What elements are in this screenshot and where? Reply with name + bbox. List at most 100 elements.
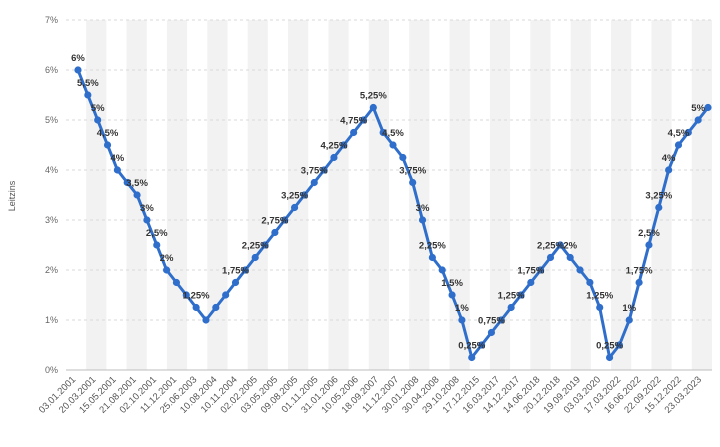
data-point	[231, 278, 240, 287]
data-point	[625, 316, 633, 324]
data-label: 2,5%	[638, 228, 660, 239]
y-tick-label: 1%	[45, 315, 58, 325]
background-band	[328, 20, 349, 370]
background-band	[288, 20, 309, 370]
background-band	[247, 20, 268, 370]
data-label: 1,5%	[441, 278, 463, 289]
data-label: 2,25%	[537, 241, 564, 252]
data-label: 3,75%	[301, 166, 328, 177]
data-label: 4,5%	[668, 128, 690, 139]
background-band	[449, 20, 470, 370]
background-band	[409, 20, 430, 370]
data-point	[497, 316, 505, 324]
grid-lines	[66, 19, 712, 371]
background-band	[368, 20, 389, 370]
data-point	[290, 203, 299, 212]
data-point	[537, 266, 545, 274]
data-label: 3,75%	[399, 166, 426, 177]
data-label: 3,25%	[645, 191, 672, 202]
data-point	[271, 228, 279, 237]
data-point	[172, 278, 181, 287]
y-tick-label: 3%	[45, 215, 58, 225]
data-point	[645, 241, 653, 249]
data-point	[74, 66, 82, 74]
data-label: 3%	[140, 203, 154, 214]
data-point	[310, 178, 318, 187]
y-tick-label: 5%	[45, 115, 58, 125]
background-band	[86, 20, 107, 370]
data-point	[596, 303, 604, 312]
data-point	[409, 178, 417, 187]
data-label: 2%	[160, 253, 174, 264]
data-point	[674, 141, 683, 149]
data-point	[320, 166, 328, 174]
background-band	[691, 20, 712, 370]
data-label: 1,75%	[517, 266, 544, 277]
data-point	[94, 116, 102, 124]
data-point	[222, 291, 230, 299]
data-point	[507, 303, 515, 312]
data-point	[665, 166, 673, 174]
data-label: 2,25%	[419, 241, 446, 252]
data-point	[684, 128, 692, 137]
data-point	[379, 128, 387, 137]
data-label: 1,25%	[498, 291, 525, 302]
data-point	[418, 216, 427, 224]
data-label: 2,5%	[146, 228, 168, 239]
data-label: 3,5%	[126, 178, 148, 189]
data-point	[586, 278, 594, 287]
y-tick-label: 6%	[45, 65, 58, 75]
data-label: 0,75%	[478, 316, 505, 327]
data-point	[241, 266, 249, 274]
data-label: 5,5%	[77, 78, 99, 89]
alternating-bands	[86, 20, 712, 370]
data-point	[389, 141, 397, 149]
data-point	[369, 103, 377, 112]
data-label: 3,25%	[281, 191, 308, 202]
data-point	[212, 303, 220, 312]
data-label: 4,25%	[320, 141, 347, 152]
data-point	[192, 303, 200, 312]
data-point	[113, 166, 121, 174]
data-point	[103, 141, 112, 149]
data-point	[359, 116, 368, 124]
data-point	[576, 266, 584, 274]
data-point	[477, 341, 486, 349]
data-point	[162, 266, 171, 274]
data-label: 0,25%	[458, 341, 485, 352]
data-label: 1%	[455, 303, 469, 314]
data-label: 4%	[111, 153, 125, 164]
y-axis-label: Leitzins	[7, 180, 17, 211]
data-point	[84, 91, 92, 99]
data-label: 4,5%	[97, 128, 119, 139]
data-point	[546, 253, 555, 262]
x-axis-ticks: 03.01.200120.03.200115.05.200121.08.2001…	[37, 374, 704, 415]
data-point	[153, 241, 161, 249]
data-point	[694, 116, 702, 124]
y-tick-label: 0%	[45, 365, 58, 375]
background-band	[166, 20, 188, 370]
data-label: 2,25%	[242, 241, 269, 252]
background-band	[611, 20, 632, 370]
background-band	[530, 20, 551, 370]
data-point	[428, 253, 436, 262]
data-point	[261, 241, 269, 249]
data-point	[202, 316, 210, 324]
data-point	[704, 103, 712, 112]
data-point	[123, 178, 131, 187]
data-label: 1%	[622, 303, 636, 314]
y-tick-label: 7%	[45, 15, 58, 25]
data-label: 4,75%	[340, 116, 367, 127]
data-point	[468, 353, 476, 362]
data-point	[517, 291, 525, 299]
data-label: 4%	[662, 153, 676, 164]
data-label: 4,5%	[382, 128, 404, 139]
data-point	[635, 278, 643, 287]
data-point	[487, 328, 496, 337]
data-point	[251, 253, 259, 262]
data-label: 5%	[691, 103, 705, 114]
data-label: 6%	[71, 53, 85, 64]
data-points	[74, 66, 712, 362]
data-point	[566, 253, 574, 262]
